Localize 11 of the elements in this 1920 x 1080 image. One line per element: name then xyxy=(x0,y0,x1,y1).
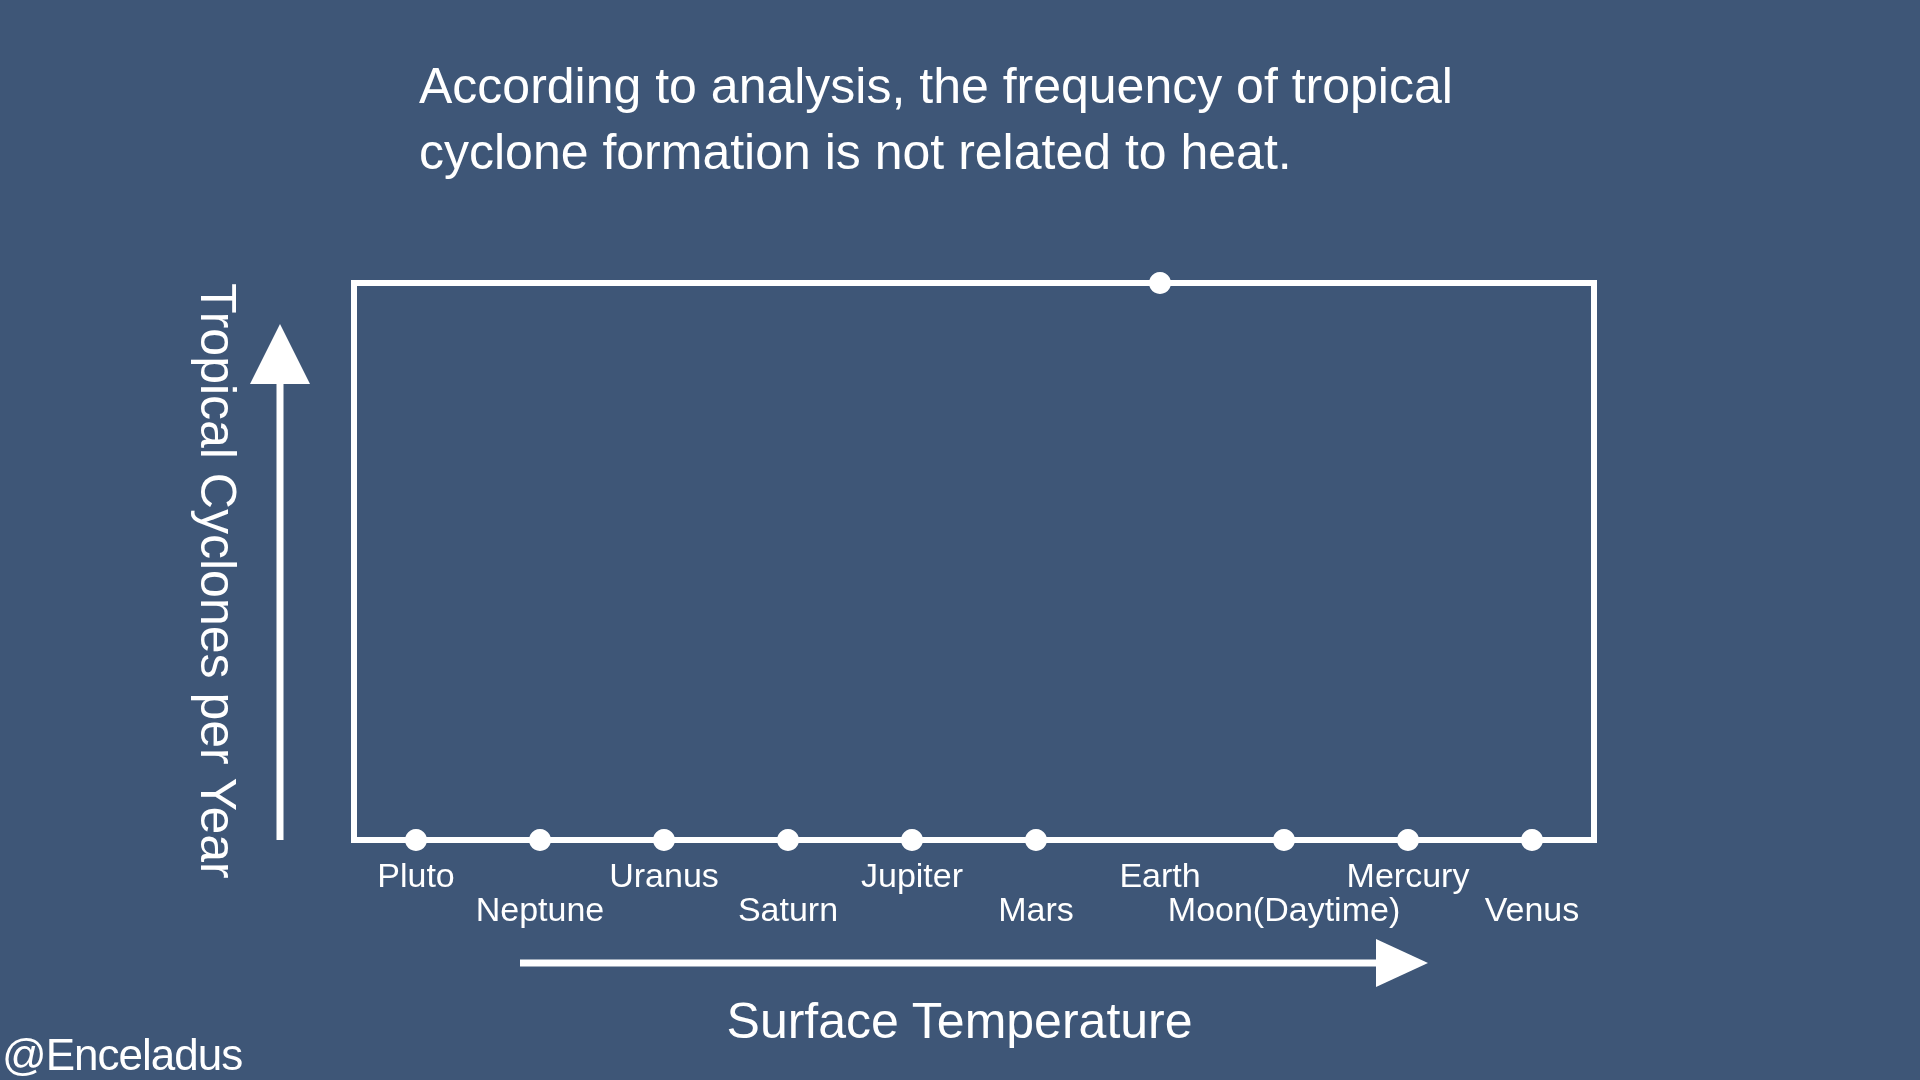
text: @Enceladus xyxy=(2,1030,243,1080)
x-tick-label: Neptune xyxy=(475,890,605,928)
x-tick-label: Saturn xyxy=(737,890,839,928)
x-tick-label: Jupiter xyxy=(860,856,964,894)
chart-title: According to analysis, the frequency of tropical cyclone formation is not related to heat. xyxy=(419,58,1467,180)
x-axis-title: Surface Temperature xyxy=(726,993,1193,1049)
x-tick-label: Pluto xyxy=(377,856,455,894)
y-axis-title: Tropical Cyclones per Year xyxy=(190,283,246,879)
x-tick-label: Mars xyxy=(998,890,1074,928)
x-tick-label: Uranus xyxy=(609,856,719,894)
x-tick-label: Venus xyxy=(1484,890,1580,928)
